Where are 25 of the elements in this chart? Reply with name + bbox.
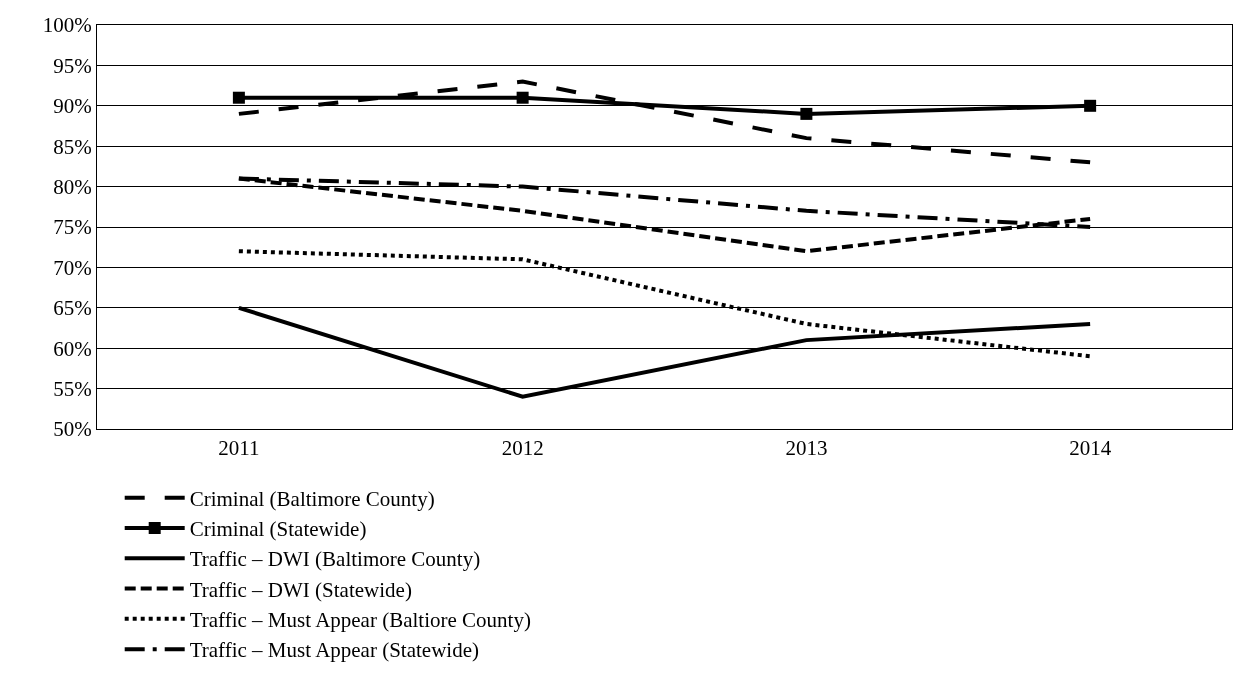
y-tick-label: 60% — [53, 336, 92, 361]
x-tick-label: 2012 — [501, 436, 544, 461]
legend-label: Traffic – DWI (Baltimore County) — [189, 547, 481, 572]
point — [800, 107, 813, 120]
y-tick-label: 80% — [53, 174, 92, 199]
y-tick-label: 55% — [53, 376, 92, 401]
y-tick-label: 65% — [53, 296, 92, 321]
point — [516, 91, 529, 104]
legend-label: Traffic – Must Appear (Baltiore County) — [189, 608, 531, 633]
y-tick-label: 95% — [53, 53, 92, 78]
y-tick-label: 50% — [53, 417, 92, 442]
legend-label: Criminal (Baltimore County) — [189, 486, 435, 511]
legend-label: Traffic – DWI (Statewide) — [189, 577, 412, 602]
y-tick-label: 75% — [53, 215, 92, 240]
x-tick-label: 2014 — [1069, 436, 1112, 461]
y-tick-label: 70% — [53, 255, 92, 280]
point — [1084, 99, 1097, 112]
y-tick-label: 100% — [42, 13, 92, 38]
x-tick-label: 2011 — [218, 436, 260, 461]
y-tick-label: 90% — [53, 94, 92, 119]
legend-label: Criminal (Statewide) — [189, 517, 367, 542]
point — [232, 91, 245, 104]
x-tick-label: 2013 — [785, 436, 828, 461]
y-tick-label: 85% — [53, 134, 92, 159]
legend-label: Traffic – Must Appear (Statewide) — [189, 638, 479, 663]
